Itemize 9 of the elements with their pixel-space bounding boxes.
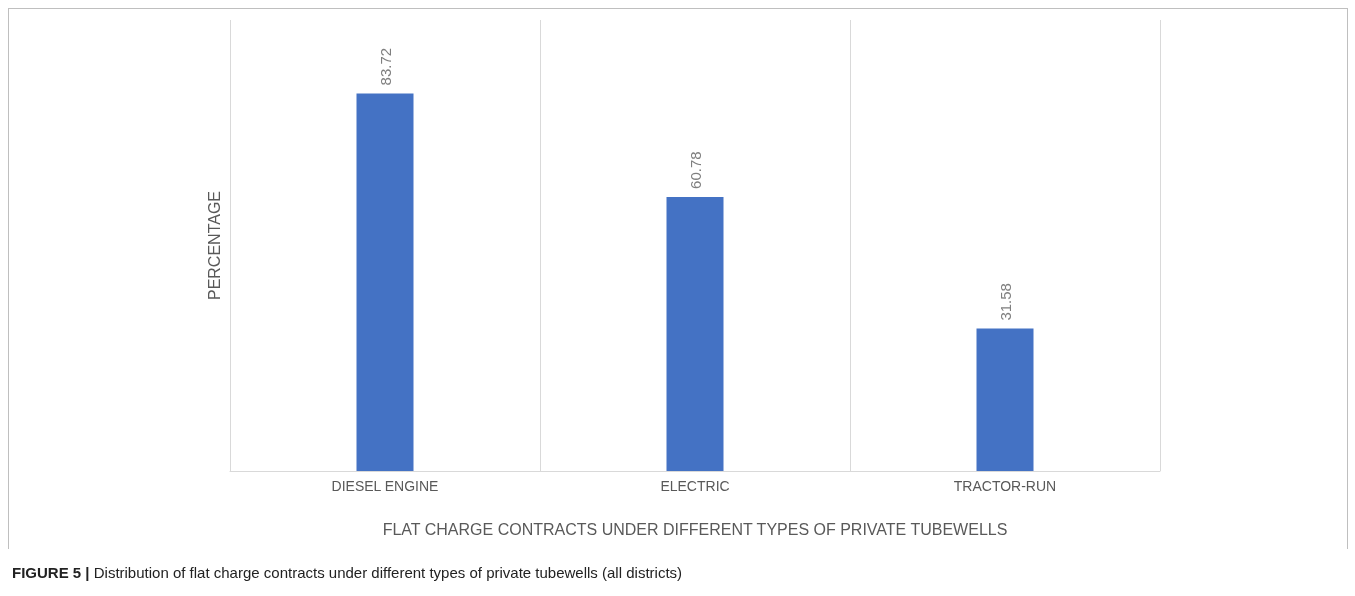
- data-label: 31.58: [996, 283, 1014, 321]
- caption: FIGURE 5 | Distribution of flat charge contracts under different types of private tubewells (all districts): [12, 564, 683, 581]
- x-tick-label: DIESEL ENGINE: [331, 478, 439, 494]
- x-tick-label: TRACTOR-RUN: [953, 478, 1057, 494]
- data-label: 60.78: [686, 151, 704, 189]
- data-label: 83.72: [376, 47, 394, 86]
- y-axis-title: PERCENTAGE: [205, 190, 223, 301]
- x-tick-label: ELECTRIC: [660, 478, 730, 494]
- x-axis-title: FLAT CHARGE CONTRACTS UNDER DIFFERENT TYPES OF PRIVATE TUBEWELLS: [382, 520, 1008, 538]
